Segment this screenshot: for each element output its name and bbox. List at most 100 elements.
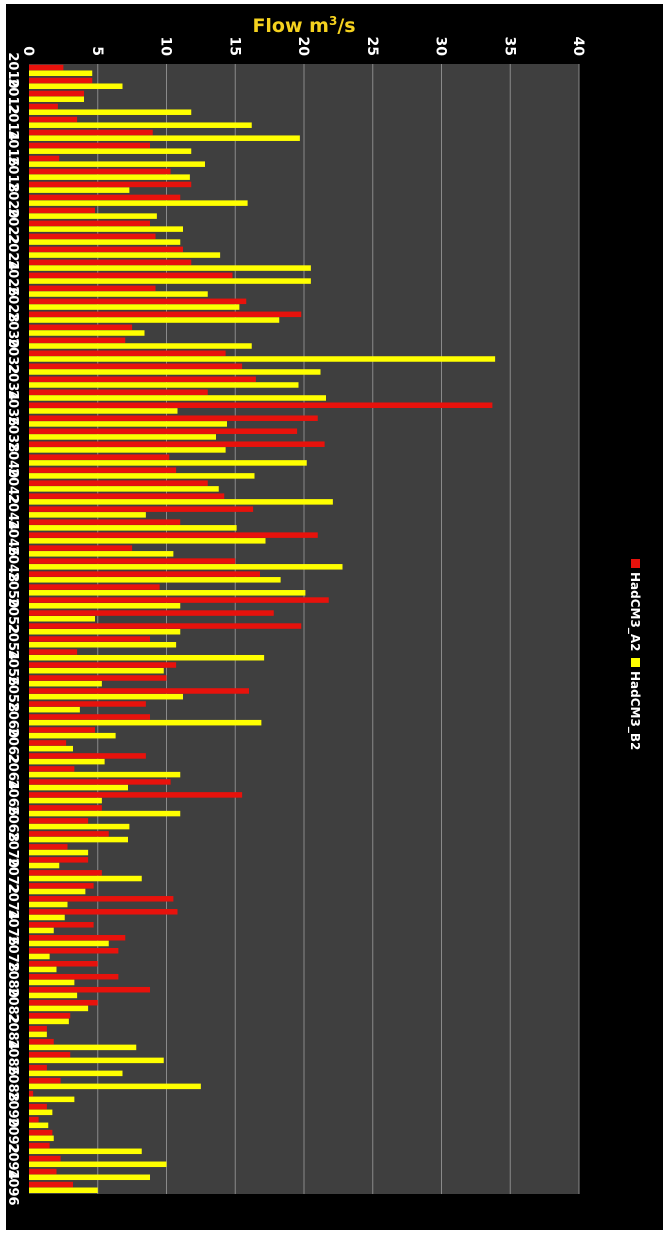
bar-hadcm3-b2 [28, 1018, 69, 1025]
bar-hadcm3-b2 [29, 291, 208, 297]
bar-hadcm3-b2 [28, 304, 240, 310]
x-tick-label: 2064 [6, 754, 20, 790]
bar-hadcm3-a2 [28, 324, 133, 331]
bar-hadcm3-a2 [29, 831, 109, 837]
bar-hadcm3-a2 [28, 922, 94, 928]
bar-hadcm3-a2 [28, 116, 78, 123]
bar-hadcm3-b2 [28, 719, 262, 726]
x-tick-label: 2038 [6, 416, 20, 452]
bar-hadcm3-b2 [29, 1148, 142, 1155]
bar-hadcm3-b2 [29, 745, 73, 752]
y-axis-title: Flow m3/s [252, 14, 355, 37]
bar-hadcm3-a2 [29, 142, 150, 149]
bar-hadcm3-a2 [29, 623, 302, 629]
bar-hadcm3-a2 [29, 675, 167, 681]
bar-hadcm3-a2 [28, 870, 102, 876]
legend-label-b2: HadCM3_B2 [627, 671, 642, 750]
chart: 0 5 10 15 20 25 30 35 40 20102012201420162018202… [6, 14, 642, 1206]
bar-hadcm3-a2 [29, 389, 208, 395]
bar-hadcm3-a2 [29, 77, 93, 84]
bar-hadcm3-b2 [29, 1187, 98, 1194]
bar-hadcm3-b2 [29, 693, 183, 700]
bar-hadcm3-b2 [28, 252, 221, 258]
bar-hadcm3-a2 [29, 194, 181, 201]
bar-hadcm3-b2 [29, 460, 307, 466]
x-tick-label: 2080 [6, 962, 20, 998]
bar-hadcm3-a2 [28, 792, 243, 798]
y-tick-label: 20 [295, 37, 311, 57]
bar-hadcm3-a2 [29, 935, 126, 941]
x-tick-label: 2056 [6, 650, 20, 686]
bar-hadcm3-a2 [28, 649, 78, 655]
bar-hadcm3-b2 [28, 992, 78, 999]
bar-hadcm3-b2 [29, 862, 60, 869]
bar-hadcm3-a2 [28, 883, 94, 889]
bar-hadcm3-b2 [29, 940, 109, 947]
bar-hadcm3-b2 [28, 577, 281, 583]
bar-hadcm3-b2 [29, 784, 128, 791]
bar-hadcm3-a2 [28, 441, 325, 447]
bar-hadcm3-b2 [28, 979, 75, 986]
bar-hadcm3-a2 [28, 857, 89, 863]
x-tick-label: 2058 [6, 676, 20, 712]
bar-hadcm3-a2 [29, 207, 95, 214]
bar-hadcm3-b2 [28, 888, 86, 895]
bar-hadcm3-a2 [29, 493, 225, 499]
x-tick-label: 2092 [6, 1117, 20, 1153]
x-tick-label: 2066 [6, 780, 20, 816]
bar-hadcm3-b2 [28, 1083, 201, 1090]
y-axis-title-base: Flow m [252, 15, 329, 37]
x-tick-label: 2074 [6, 884, 20, 920]
bar-hadcm3-b2 [28, 1109, 53, 1116]
bar-hadcm3-b2 [29, 927, 54, 934]
bar-hadcm3-b2 [29, 1161, 167, 1168]
bar-hadcm3-b2 [28, 706, 80, 713]
bar-hadcm3-b2 [29, 317, 280, 323]
x-tick-label: 2020 [6, 182, 20, 218]
bar-hadcm3-a2 [29, 129, 153, 136]
bar-hadcm3-b2 [28, 758, 105, 765]
x-tick-label: 2034 [6, 364, 20, 400]
bar-hadcm3-a2 [28, 662, 177, 668]
legend: HadCM3_A2 HadCM3_B2 [627, 559, 642, 750]
bar-hadcm3-b2 [29, 603, 181, 609]
bar-hadcm3-b2 [28, 213, 157, 219]
bar-hadcm3-a2 [28, 506, 254, 512]
bar-hadcm3-a2 [29, 454, 170, 460]
bar-hadcm3-a2 [29, 960, 98, 967]
bar-hadcm3-b2 [29, 901, 68, 908]
bar-hadcm3-a2 [28, 402, 493, 408]
x-tick-label: 2062 [6, 728, 20, 764]
x-tick-label: 2072 [6, 858, 20, 894]
bar-hadcm3-a2 [29, 610, 274, 616]
bar-hadcm3-b2 [29, 914, 65, 921]
bar-hadcm3-b2 [29, 1057, 164, 1064]
bar-hadcm3-a2 [29, 519, 181, 525]
bar-hadcm3-a2 [29, 246, 183, 253]
bar-hadcm3-b2 [29, 810, 181, 817]
bar-hadcm3-b2 [29, 1070, 123, 1077]
bar-hadcm3-a2 [28, 740, 67, 746]
x-tick-label: 2028 [6, 286, 20, 322]
bar-hadcm3-b2 [28, 551, 174, 557]
bar-hadcm3-b2 [29, 1135, 54, 1142]
y-tick-label: 10 [158, 37, 174, 57]
bar-hadcm3-b2 [28, 265, 311, 271]
bar-hadcm3-a2 [29, 311, 302, 318]
y-tick-labels: 0 5 10 15 20 25 30 35 40 [20, 37, 586, 57]
bar-hadcm3-a2 [29, 597, 329, 603]
bar-hadcm3-a2 [28, 779, 171, 785]
x-tick-label: 2042 [6, 468, 20, 504]
y-tick-label: 15 [226, 37, 242, 56]
bar-hadcm3-a2 [29, 415, 318, 421]
y-axis-title-tail: /s [337, 15, 355, 37]
bar-hadcm3-b2 [29, 771, 181, 778]
bar-hadcm3-a2 [29, 558, 236, 564]
y-tick-label: 30 [433, 37, 449, 57]
bar-hadcm3-b2 [29, 408, 178, 414]
bar-hadcm3-b2 [28, 447, 226, 453]
bar-hadcm3-b2 [29, 590, 306, 596]
bar-hadcm3-a2 [28, 168, 171, 175]
x-tick-label: 2040 [6, 442, 20, 478]
bar-hadcm3-b2 [28, 200, 248, 206]
